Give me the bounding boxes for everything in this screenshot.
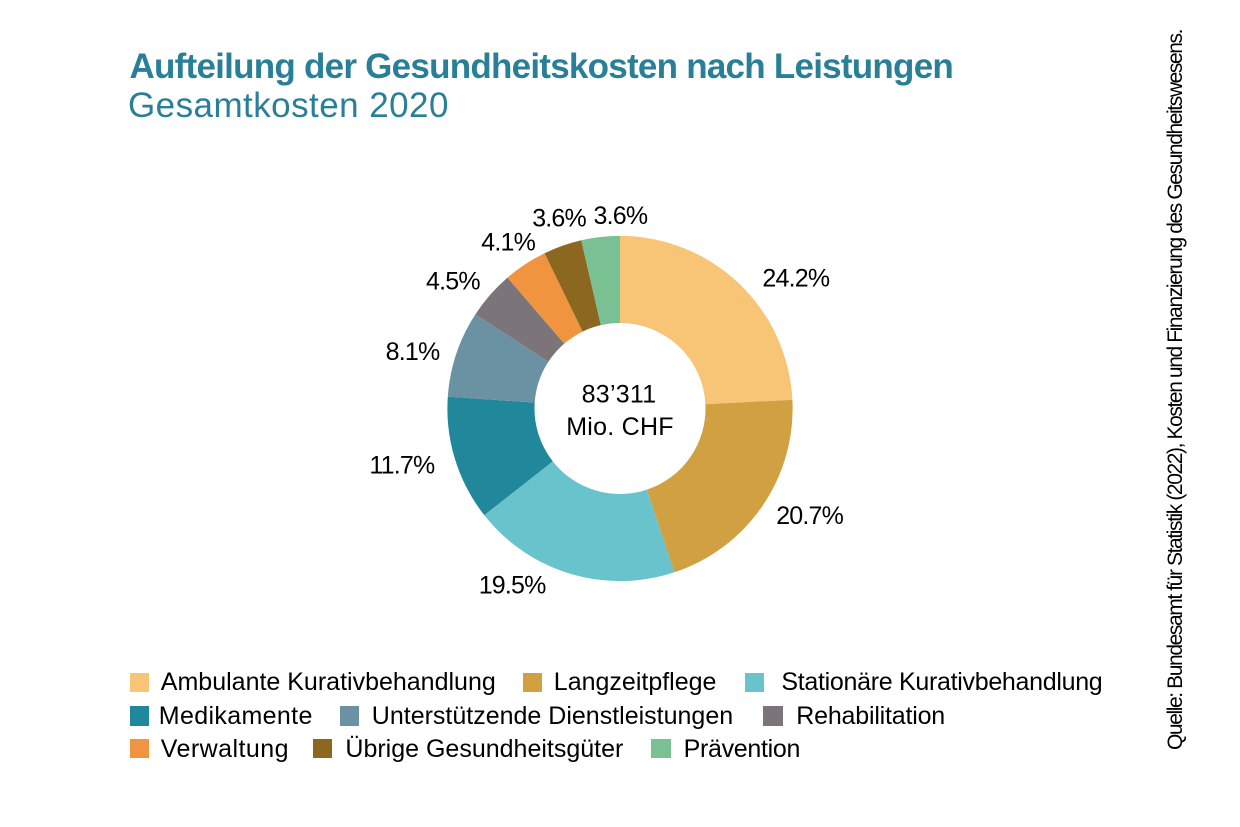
svg-text:4.5%: 4.5% [426, 267, 480, 295]
svg-text:Mio. CHF: Mio. CHF [566, 413, 674, 441]
svg-text:24.2%: 24.2% [762, 265, 829, 293]
svg-text:19.5%: 19.5% [479, 572, 546, 600]
svg-text:3.6%: 3.6% [532, 205, 586, 233]
svg-text:3.6%: 3.6% [594, 202, 648, 230]
svg-text:8.1%: 8.1% [386, 338, 440, 366]
svg-text:20.7%: 20.7% [776, 502, 843, 530]
svg-text:83’311: 83’311 [582, 381, 657, 409]
svg-text:4.1%: 4.1% [481, 228, 535, 256]
svg-text:11.7%: 11.7% [369, 452, 435, 480]
